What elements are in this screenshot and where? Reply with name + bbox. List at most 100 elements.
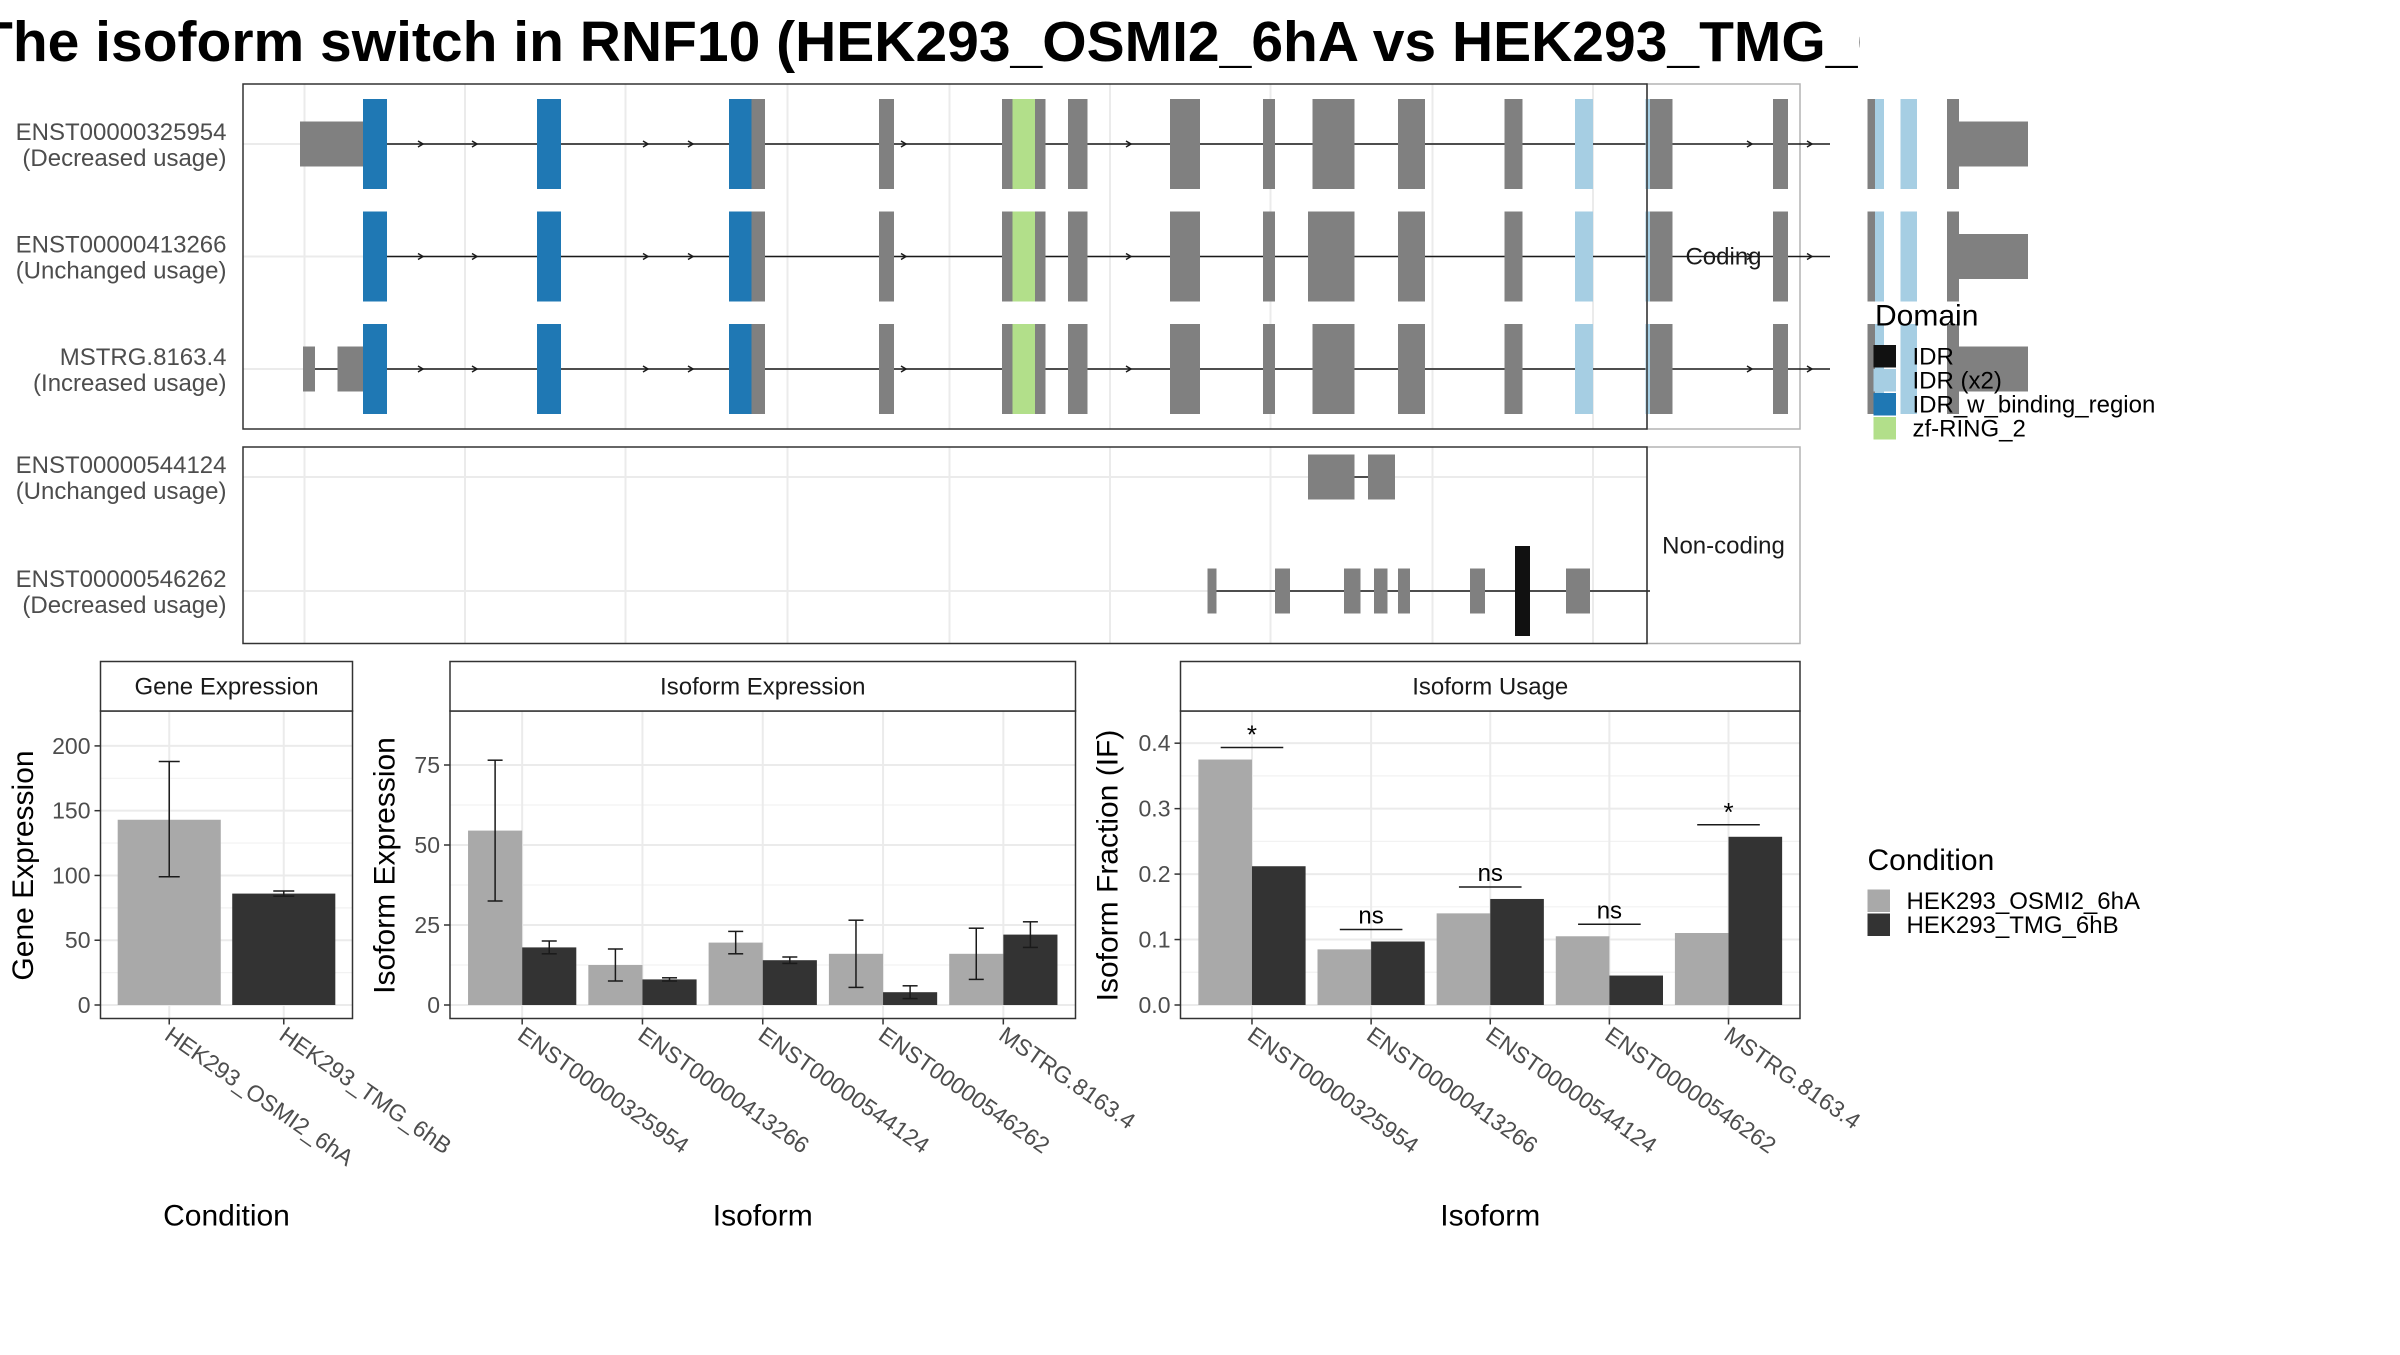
exon-block bbox=[1068, 324, 1088, 414]
transcript-id-label: ENST00000546262 bbox=[16, 566, 227, 593]
x-tick-label: HEK293_OSMI2_6hA bbox=[160, 1021, 359, 1171]
strand-arrow bbox=[1746, 252, 1754, 261]
transcript-usage-label: (Unchanged usage) bbox=[16, 258, 227, 285]
significance-label: ns bbox=[1597, 897, 1622, 924]
bar bbox=[1490, 898, 1544, 1005]
strand-arrow bbox=[1746, 140, 1754, 148]
x-axis-title: Isoform bbox=[713, 1200, 813, 1233]
y-tick-label: 150 bbox=[52, 798, 90, 824]
exon-block bbox=[1947, 99, 1959, 189]
exon-block bbox=[1947, 324, 1959, 414]
y-tick-label: 25 bbox=[414, 912, 440, 938]
bar bbox=[1371, 941, 1425, 1005]
structure-panel-border bbox=[242, 83, 1648, 430]
y-tick-label: 0.2 bbox=[1139, 861, 1171, 887]
strand-arrow bbox=[1125, 140, 1133, 148]
exon-block bbox=[1263, 211, 1275, 302]
transcript-id-label: MSTRG.8163.4 bbox=[60, 344, 227, 371]
strand-arrow bbox=[1806, 365, 1814, 373]
exon-block bbox=[1947, 211, 1959, 302]
exon-block bbox=[1308, 211, 1355, 302]
chart-title: Isoform Expression bbox=[660, 673, 865, 700]
strand-arrow bbox=[687, 252, 695, 261]
domain-block bbox=[363, 99, 387, 189]
exon-block bbox=[751, 99, 765, 189]
strand-arrow bbox=[1806, 252, 1814, 261]
domain-block bbox=[1900, 324, 1917, 414]
strand-arrow bbox=[471, 252, 479, 261]
domain-block bbox=[1875, 99, 1884, 189]
bar bbox=[1436, 913, 1491, 1005]
exon-block bbox=[1470, 568, 1485, 614]
significance-label: ns bbox=[1358, 903, 1383, 930]
exon-block bbox=[1959, 234, 2028, 279]
exon-block bbox=[1398, 324, 1425, 414]
strand-arrow bbox=[642, 252, 650, 261]
exon-block bbox=[1650, 211, 1673, 302]
y-tick-label: 100 bbox=[52, 862, 90, 888]
facet-strip bbox=[1646, 446, 1801, 645]
domain-block bbox=[1900, 99, 1917, 189]
exon-block bbox=[879, 99, 894, 189]
legend-condition-label: HEK293_TMG_6hB bbox=[1907, 912, 2119, 939]
strand-arrow bbox=[900, 365, 908, 373]
exon-block bbox=[1068, 99, 1088, 189]
legend-swatch bbox=[1873, 393, 1896, 416]
exon-block bbox=[1035, 211, 1046, 302]
domain-block bbox=[537, 324, 561, 414]
y-tick-label: 0 bbox=[78, 992, 91, 1018]
domain-block bbox=[1575, 211, 1593, 302]
exon-block bbox=[1035, 324, 1046, 414]
domain-block bbox=[1875, 211, 1884, 302]
legend-domain-label: zf-RING_2 bbox=[1913, 416, 2026, 443]
transcript-usage-label: (Decreased usage) bbox=[22, 592, 226, 619]
domain-block bbox=[729, 211, 752, 302]
chart-title: Gene Expression bbox=[134, 673, 318, 700]
exon-block bbox=[1207, 568, 1217, 614]
domain-block bbox=[1575, 324, 1593, 414]
y-tick-label: 0.4 bbox=[1139, 730, 1171, 756]
exon-block bbox=[1068, 211, 1088, 302]
structure-panel-background bbox=[243, 447, 1647, 644]
exon-block bbox=[1773, 324, 1788, 414]
transcript-usage-label: (Unchanged usage) bbox=[16, 478, 227, 505]
domain-block bbox=[537, 211, 561, 302]
strand-arrow bbox=[642, 365, 650, 373]
x-axis-title: Isoform bbox=[1440, 1200, 1540, 1233]
transcript-track bbox=[1308, 454, 1395, 500]
exon-block bbox=[300, 121, 363, 167]
transcript-track bbox=[363, 211, 2028, 302]
structure-panel-border bbox=[242, 446, 1648, 645]
bar bbox=[1728, 836, 1783, 1005]
y-tick-label: 0.3 bbox=[1139, 796, 1171, 822]
bar bbox=[642, 979, 697, 1005]
transcript-usage-label: (Decreased usage) bbox=[22, 145, 226, 172]
legend-domain-label: IDR bbox=[1913, 344, 1954, 371]
exon-block bbox=[1867, 324, 1875, 414]
bar bbox=[232, 893, 336, 1005]
strand-arrow bbox=[687, 140, 695, 148]
exon-block bbox=[751, 211, 765, 302]
bar bbox=[762, 960, 817, 1005]
legend-domain-label: IDR (x2) bbox=[1913, 368, 2002, 395]
facet-strip bbox=[1179, 660, 1801, 712]
bar bbox=[1609, 975, 1663, 1005]
exon-block bbox=[337, 346, 363, 392]
domain-block bbox=[1575, 99, 1593, 189]
bar bbox=[522, 947, 577, 1005]
exon-block bbox=[1959, 121, 2028, 167]
exon-block bbox=[1773, 99, 1788, 189]
strand-arrow bbox=[417, 252, 425, 261]
legend-domain-title: Domain bbox=[1875, 300, 1978, 333]
exon-block bbox=[1170, 99, 1200, 189]
y-tick-label: 50 bbox=[65, 927, 91, 953]
y-axis-title: Isoform Fraction (IF) bbox=[1092, 730, 1125, 1002]
exon-block bbox=[1308, 454, 1355, 500]
transcript-track bbox=[1207, 546, 1650, 636]
domain-block bbox=[729, 99, 752, 189]
bar bbox=[1251, 866, 1306, 1005]
exon-block bbox=[1575, 568, 1590, 614]
